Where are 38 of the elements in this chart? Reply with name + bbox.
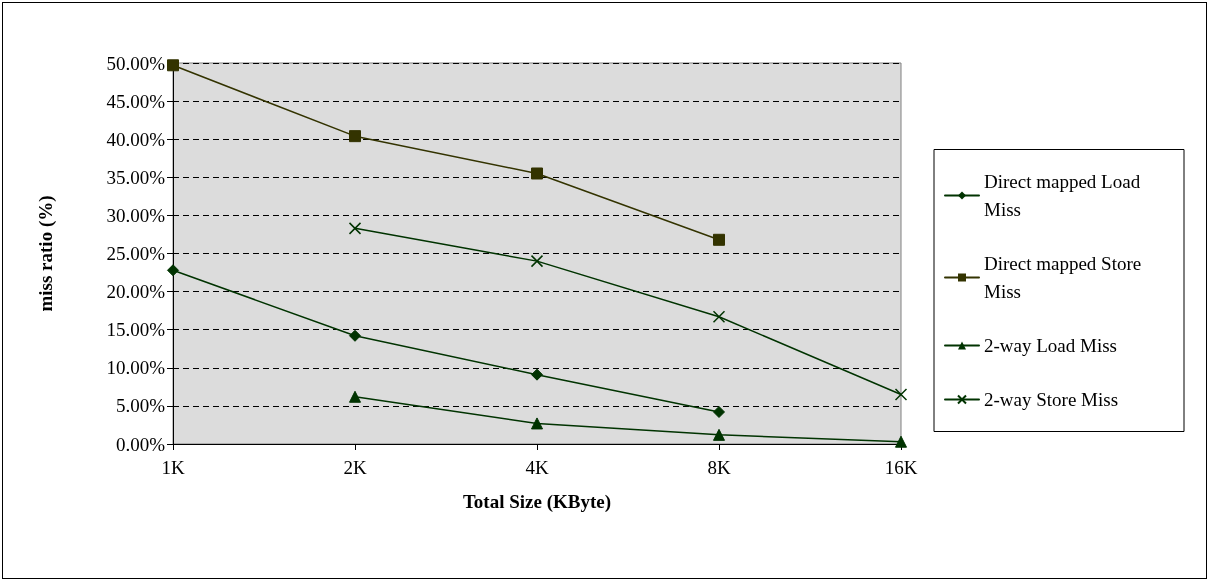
point (348, 222, 362, 235)
y-tick-label: 45.00% (106, 90, 166, 112)
point (531, 368, 543, 381)
y-tick-label: 5.00% (115, 395, 166, 417)
x-tick-label: 1K (161, 457, 185, 478)
y-axis-title: miss ratio (%) (35, 195, 57, 312)
point (167, 59, 179, 72)
x-tick-label: 4K (525, 457, 549, 478)
y-tick-label: 40.00% (106, 128, 166, 150)
point (712, 310, 726, 323)
y-tick-label: 30.00% (106, 204, 166, 226)
y-tick-label: 35.00% (106, 166, 166, 188)
point (895, 435, 907, 448)
x-tick-label: 8K (707, 457, 731, 478)
y-tick-label: 50.00% (106, 52, 166, 74)
point (894, 388, 908, 401)
y-tick-label: 20.00% (106, 281, 166, 303)
point (713, 406, 725, 418)
point (349, 390, 361, 403)
point (713, 233, 725, 246)
legend-label: 2-way Load Miss (984, 335, 1117, 356)
legend-label: Direct mapped Store Miss (984, 253, 1146, 302)
point (531, 417, 543, 430)
y-tick-label: 25.00% (106, 243, 166, 264)
x-tick-label: 16K (884, 457, 918, 478)
y-tick-label: 0.00% (115, 433, 166, 455)
point (349, 130, 361, 143)
y-tick-label: 10.00% (106, 357, 166, 379)
point (530, 254, 544, 268)
legend-label: Direct mapped Load Miss (984, 171, 1145, 220)
x-tick-label: 2K (343, 457, 367, 478)
legend-label: 2-way Store Miss (984, 389, 1119, 410)
y-tick-label: 15.00% (106, 319, 166, 341)
point (349, 329, 361, 342)
point (167, 264, 179, 277)
point (713, 428, 725, 441)
point (531, 167, 543, 180)
x-axis-title: Total Size (KByte) (462, 491, 612, 513)
